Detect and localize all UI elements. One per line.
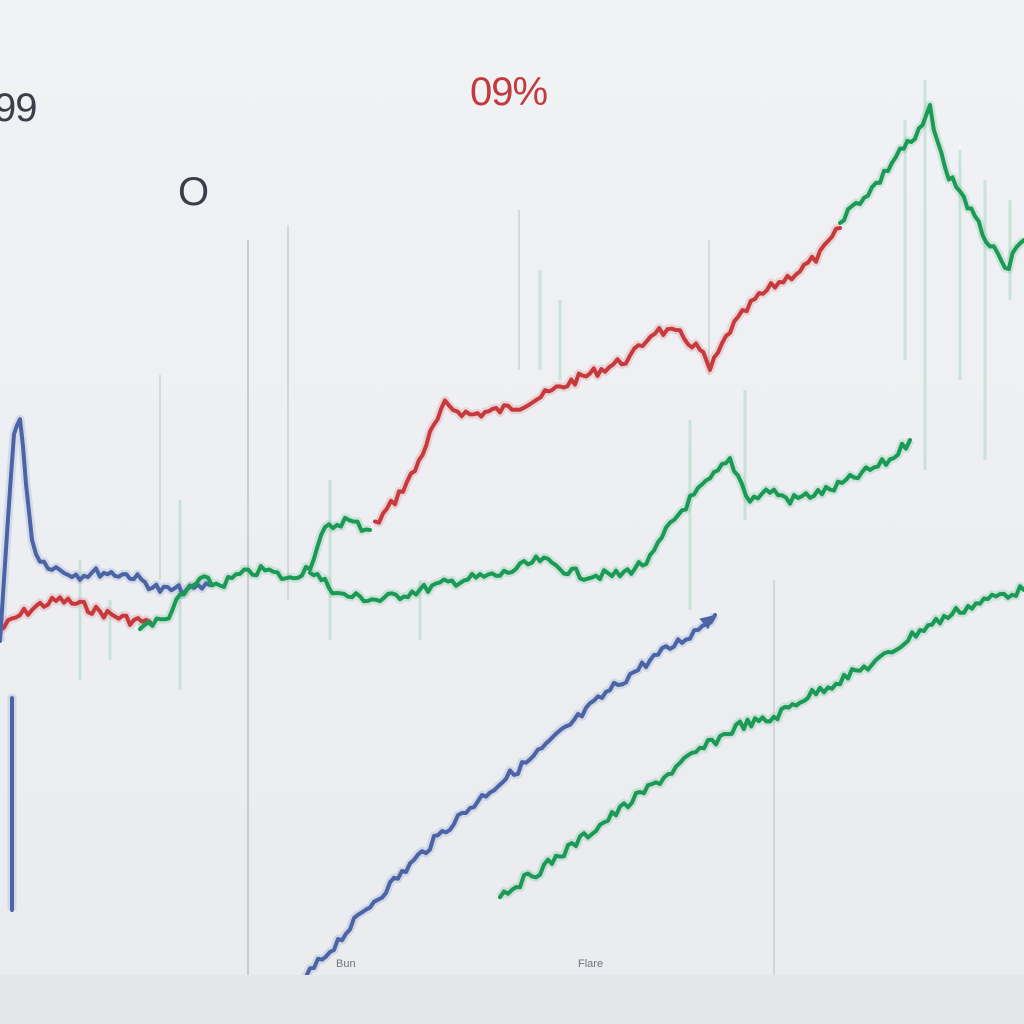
series-line-green (308, 438, 912, 604)
series-glow (286, 612, 719, 999)
x-tick-label: Bun (336, 958, 356, 970)
vertical-gridlines (159, 210, 775, 975)
annotation-o: O (178, 170, 209, 214)
chart-floor (0, 975, 1024, 1024)
series-line-red (0, 595, 152, 632)
series-line-green (838, 103, 1024, 271)
arrowhead (699, 615, 715, 630)
x-tick-label: Flare (578, 958, 604, 970)
series-glow (496, 581, 1024, 900)
series-line-red (373, 226, 842, 525)
series-line-green (138, 515, 372, 632)
series-glow (373, 223, 841, 528)
series-line-blue (0, 417, 212, 643)
series-layer (0, 100, 1024, 999)
annotation-percent: 09% (470, 70, 548, 114)
annotation-left: 99 (0, 86, 37, 130)
ghost-noise (78, 80, 1012, 690)
series-line-green (498, 584, 1024, 900)
series-line-blue (288, 613, 717, 998)
